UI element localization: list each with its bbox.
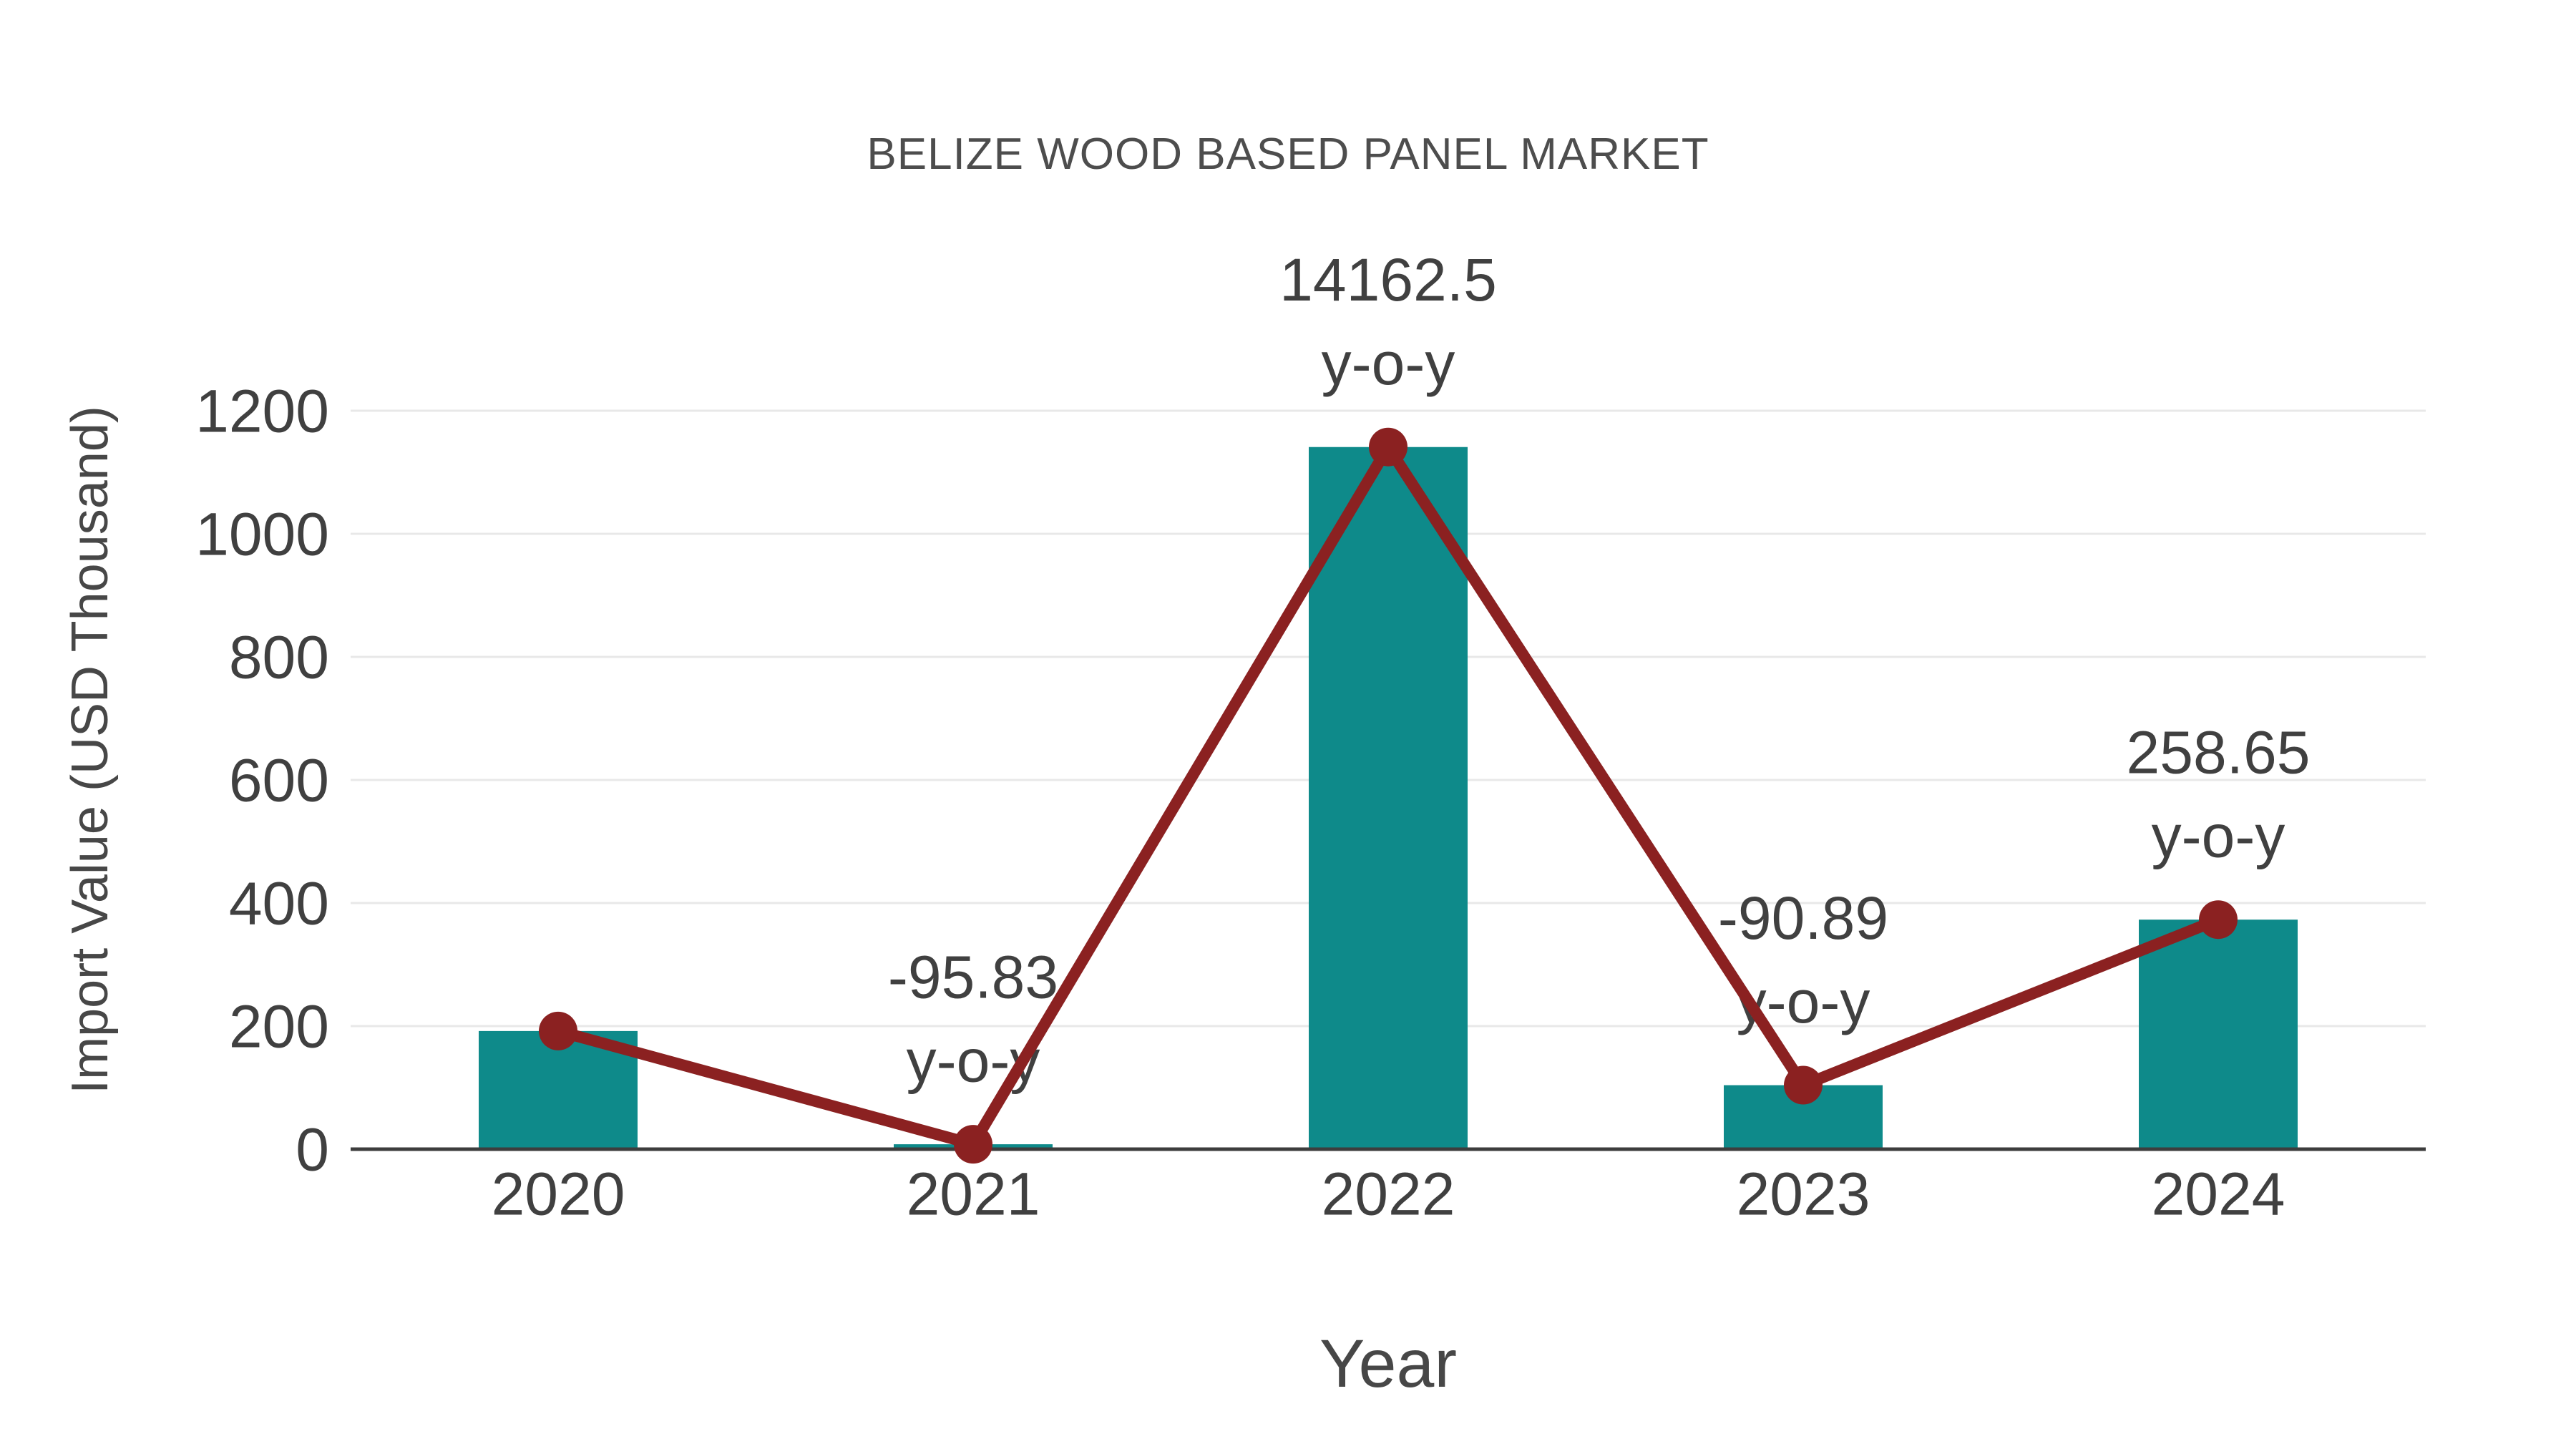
y-tick-label-0: 0 xyxy=(296,1116,329,1183)
y-tick-label-200: 200 xyxy=(229,992,329,1060)
bar-2024 xyxy=(2139,919,2298,1151)
chart-title: BELIZE WOOD BASED PANEL MARKET xyxy=(867,130,1709,179)
annotation-suffix-2023: y-o-y xyxy=(1737,968,1870,1035)
annotation-suffix-2022: y-o-y xyxy=(1322,330,1455,397)
x-tick-label-2020: 2020 xyxy=(492,1160,625,1227)
x-axis-title: Year xyxy=(1319,1326,1457,1402)
y-tick-label-400: 400 xyxy=(229,869,329,937)
x-tick-label-2023: 2023 xyxy=(1737,1160,1870,1227)
x-tick-label-2024: 2024 xyxy=(2152,1160,2285,1227)
annotation-value-2022: 14162.5 xyxy=(1279,246,1497,313)
y-tick-label-800: 800 xyxy=(229,623,329,691)
annotation-value-2021: -95.83 xyxy=(888,944,1058,1011)
annotation-value-2024: 258.65 xyxy=(2127,719,2311,786)
data-point-2020 xyxy=(539,1011,577,1050)
bar-2022 xyxy=(1309,447,1468,1151)
data-point-2023 xyxy=(1784,1065,1823,1105)
data-point-2024 xyxy=(2199,900,2238,940)
annotation-suffix-2024: y-o-y xyxy=(2152,803,2285,870)
data-point-2021 xyxy=(954,1125,992,1164)
x-tick-label-2021: 2021 xyxy=(907,1160,1040,1227)
data-point-2022 xyxy=(1369,427,1407,467)
annotation-value-2023: -90.89 xyxy=(1718,884,1888,952)
x-tick-label-2022: 2022 xyxy=(1322,1160,1455,1227)
y-tick-label-1000: 1000 xyxy=(195,500,329,567)
y-tick-label-1200: 1200 xyxy=(195,377,329,444)
y-tick-label-600: 600 xyxy=(229,746,329,814)
